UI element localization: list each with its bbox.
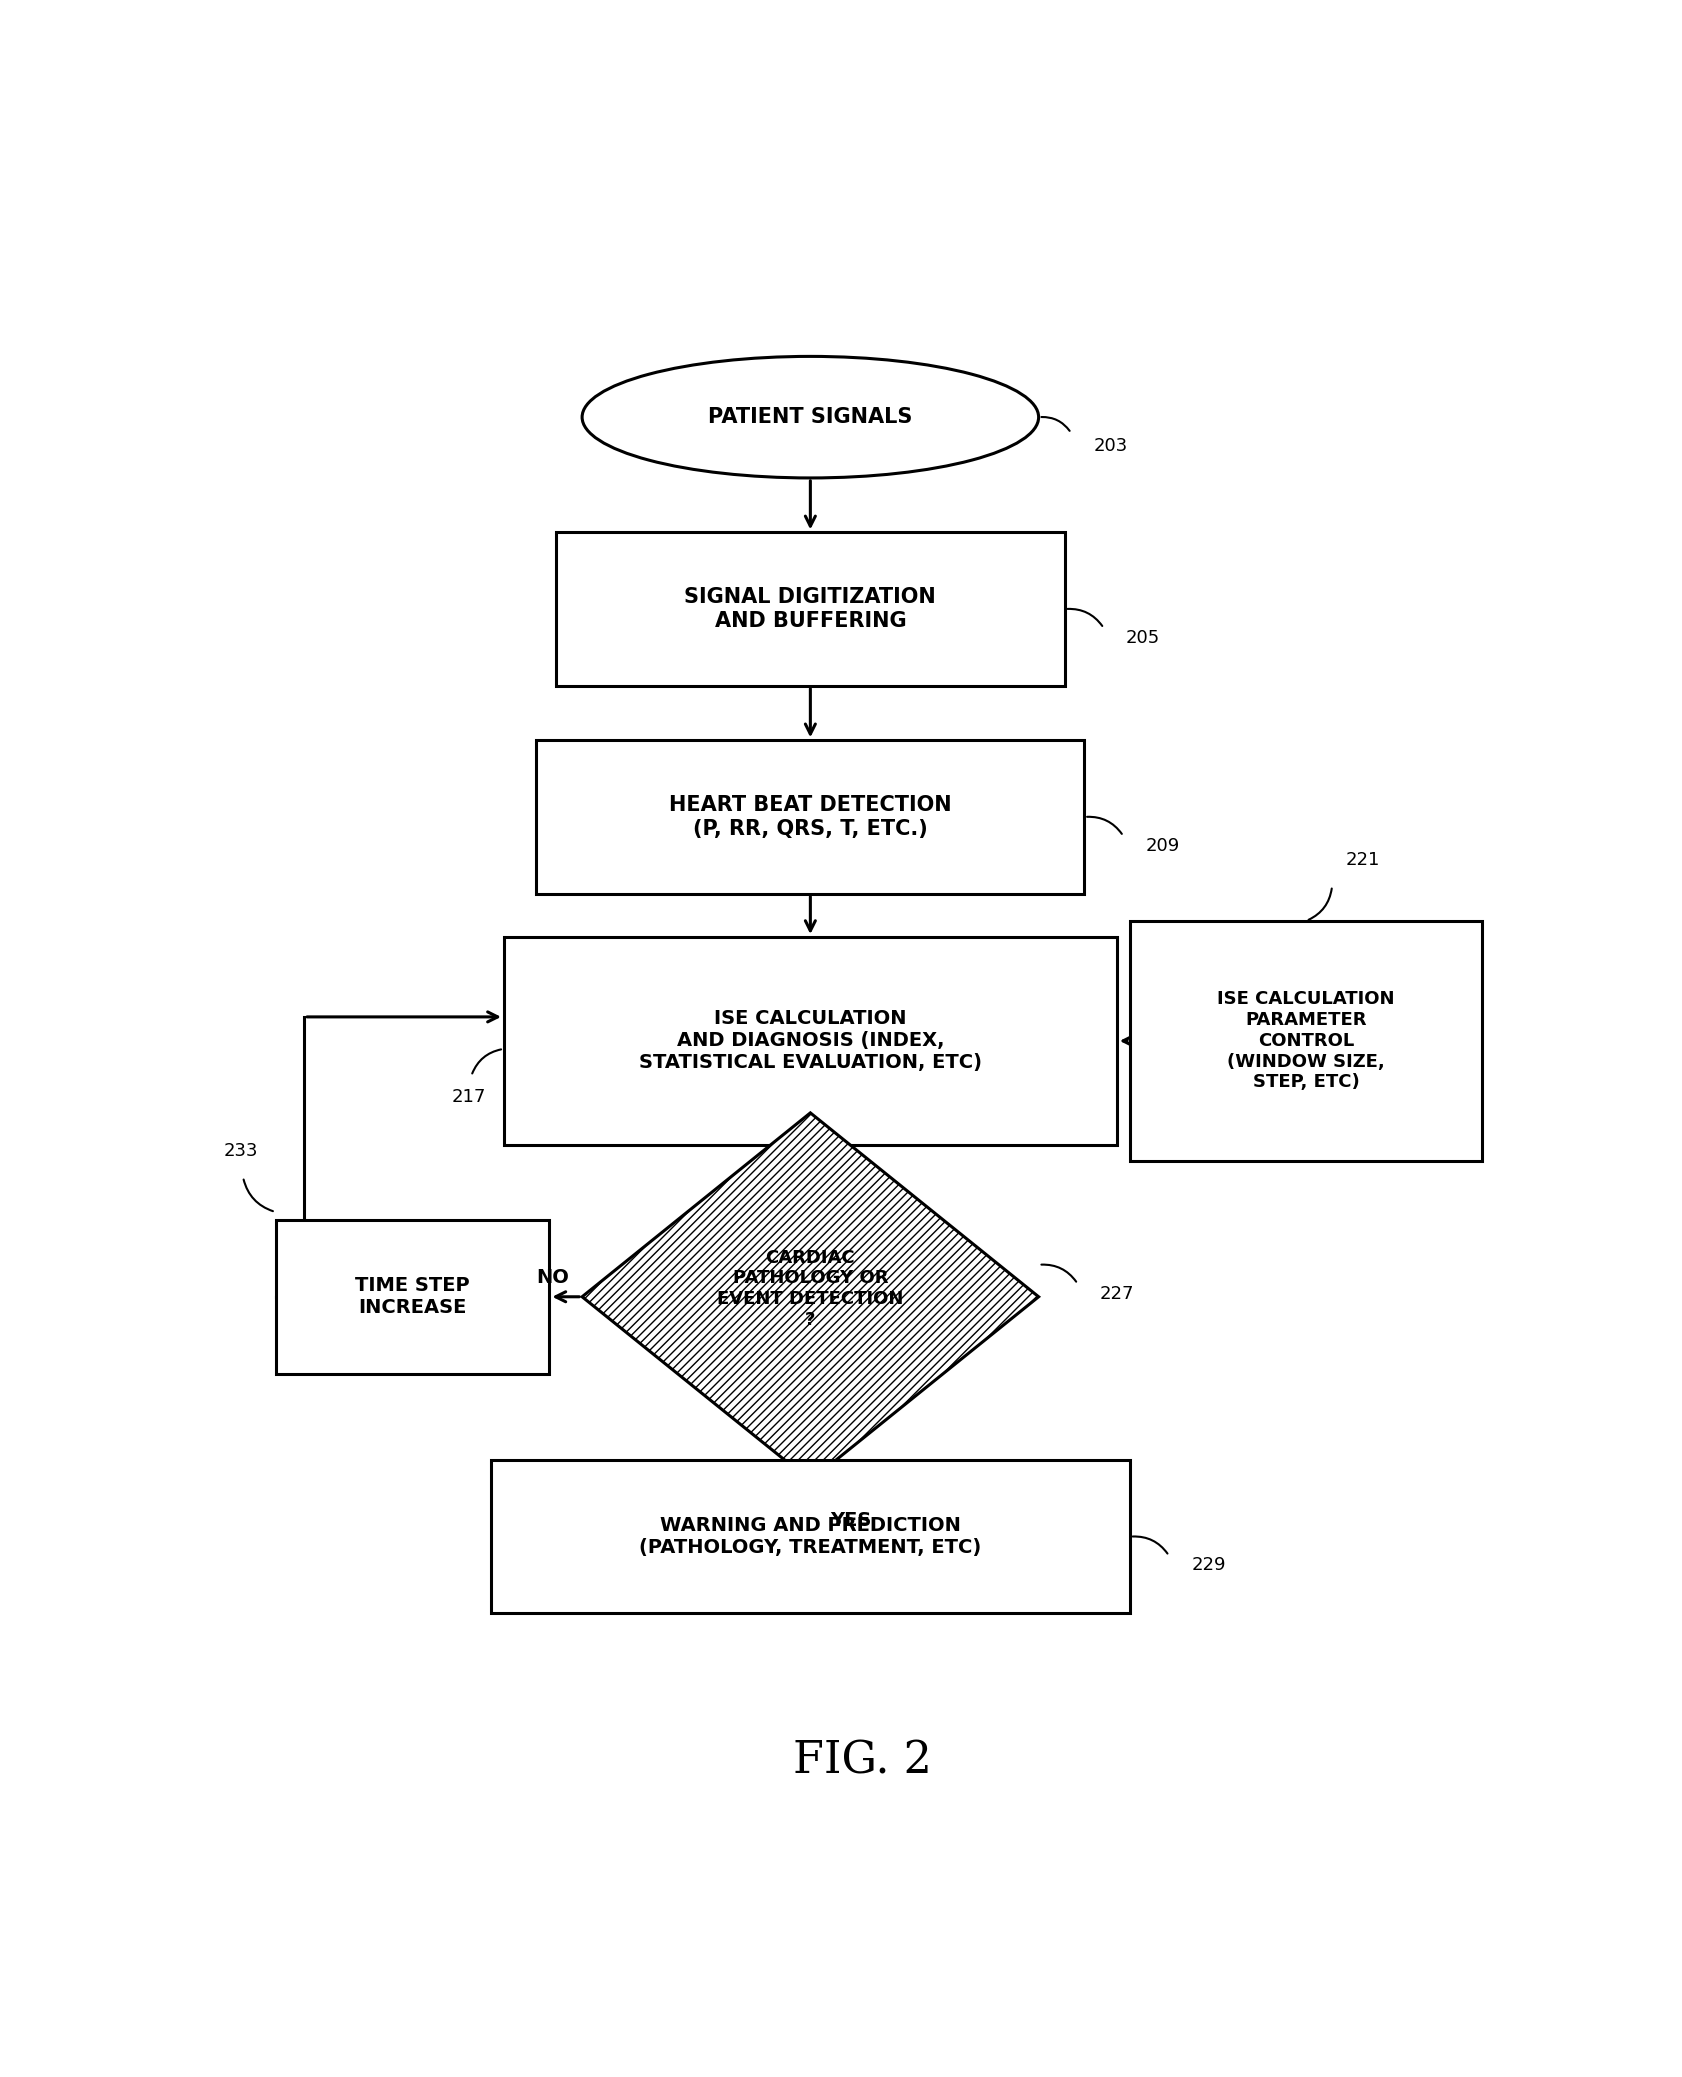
- Text: CARDIAC
PATHOLOGY OR
EVENT DETECTION
?: CARDIAC PATHOLOGY OR EVENT DETECTION ?: [717, 1248, 903, 1329]
- Text: ISE CALCULATION
AND DIAGNOSIS (INDEX,
STATISTICAL EVALUATION, ETC): ISE CALCULATION AND DIAGNOSIS (INDEX, ST…: [639, 1009, 981, 1072]
- Text: NO: NO: [537, 1269, 569, 1288]
- Text: FIG. 2: FIG. 2: [792, 1738, 932, 1782]
- Text: WARNING AND PREDICTION
(PATHOLOGY, TREATMENT, ETC): WARNING AND PREDICTION (PATHOLOGY, TREAT…: [639, 1516, 981, 1558]
- Text: 209: 209: [1145, 837, 1179, 856]
- Text: SIGNAL DIGITIZATION
AND BUFFERING: SIGNAL DIGITIZATION AND BUFFERING: [685, 588, 935, 631]
- Ellipse shape: [582, 357, 1038, 478]
- Text: PATIENT SIGNALS: PATIENT SIGNALS: [708, 407, 912, 428]
- FancyBboxPatch shape: [503, 937, 1117, 1144]
- Text: 221: 221: [1344, 852, 1379, 868]
- Text: 227: 227: [1100, 1284, 1134, 1302]
- Text: ISE CALCULATION
PARAMETER
CONTROL
(WINDOW SIZE,
STEP, ETC): ISE CALCULATION PARAMETER CONTROL (WINDO…: [1216, 991, 1394, 1093]
- Text: YES: YES: [829, 1512, 871, 1531]
- FancyBboxPatch shape: [555, 532, 1065, 685]
- Text: TIME STEP
INCREASE: TIME STEP INCREASE: [355, 1275, 469, 1317]
- FancyBboxPatch shape: [276, 1219, 548, 1373]
- Text: 229: 229: [1191, 1556, 1224, 1574]
- Text: 233: 233: [224, 1142, 257, 1161]
- FancyBboxPatch shape: [1129, 920, 1482, 1161]
- Text: HEART BEAT DETECTION
(P, RR, QRS, T, ETC.): HEART BEAT DETECTION (P, RR, QRS, T, ETC…: [669, 795, 950, 839]
- Text: 203: 203: [1093, 436, 1127, 455]
- Text: 205: 205: [1125, 629, 1159, 646]
- FancyBboxPatch shape: [491, 1460, 1129, 1614]
- Text: 217: 217: [451, 1088, 486, 1105]
- Polygon shape: [582, 1113, 1038, 1481]
- FancyBboxPatch shape: [537, 739, 1083, 893]
